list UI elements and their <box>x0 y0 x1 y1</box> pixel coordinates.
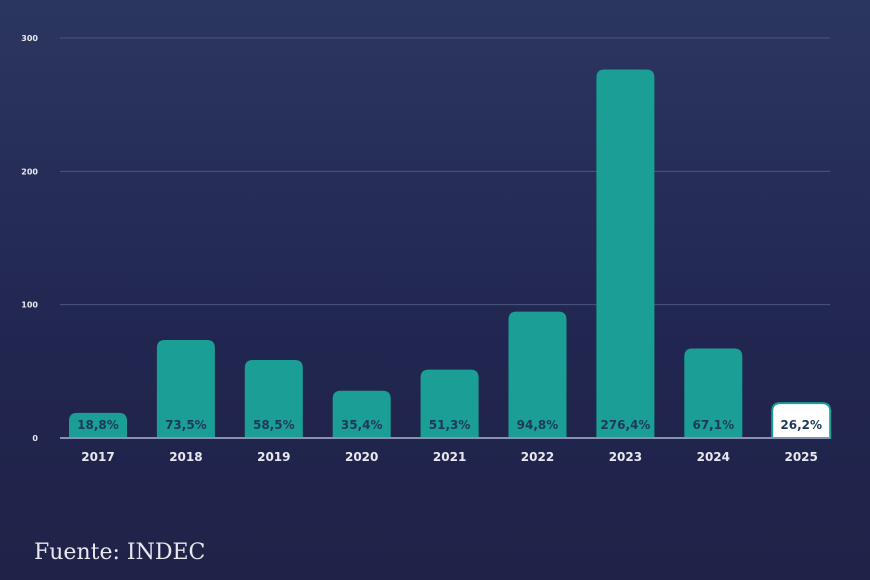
x-tick-label: 2021 <box>433 450 466 464</box>
data-label: 51,3% <box>429 418 471 432</box>
x-tick-label: 2019 <box>257 450 290 464</box>
x-tick-label: 2018 <box>169 450 202 464</box>
x-tick-label: 2022 <box>521 450 554 464</box>
data-label: 67,1% <box>692 418 734 432</box>
bar-2025 <box>771 402 832 439</box>
x-tick-label: 2017 <box>81 450 114 464</box>
source-note: Fuente: INDEC <box>34 540 206 565</box>
data-label: 58,5% <box>253 418 295 432</box>
data-label: 26,2% <box>780 418 822 432</box>
bar-2017 <box>69 412 127 438</box>
y-tick-label: 100 <box>21 301 38 310</box>
bar-2022 <box>508 311 567 438</box>
data-label: 73,5% <box>165 418 207 432</box>
bar-2023 <box>596 69 655 438</box>
x-tick-label: 2020 <box>345 450 378 464</box>
data-label: 35,4% <box>341 418 383 432</box>
x-tick-label: 2023 <box>609 450 642 464</box>
bar-2020 <box>332 390 391 438</box>
data-label: 18,8% <box>77 418 119 432</box>
x-tick-label: 2025 <box>784 450 817 464</box>
data-label: 276,4% <box>600 418 650 432</box>
bar-2018 <box>156 340 215 438</box>
data-label: 94,8% <box>517 418 559 432</box>
bar-2021 <box>420 369 479 438</box>
y-tick-label: 0 <box>32 434 38 443</box>
y-tick-label: 300 <box>21 34 38 43</box>
bar-2024 <box>684 348 743 438</box>
x-tick-label: 2024 <box>697 450 730 464</box>
bar-2019 <box>244 360 303 438</box>
y-tick-label: 200 <box>21 167 38 176</box>
